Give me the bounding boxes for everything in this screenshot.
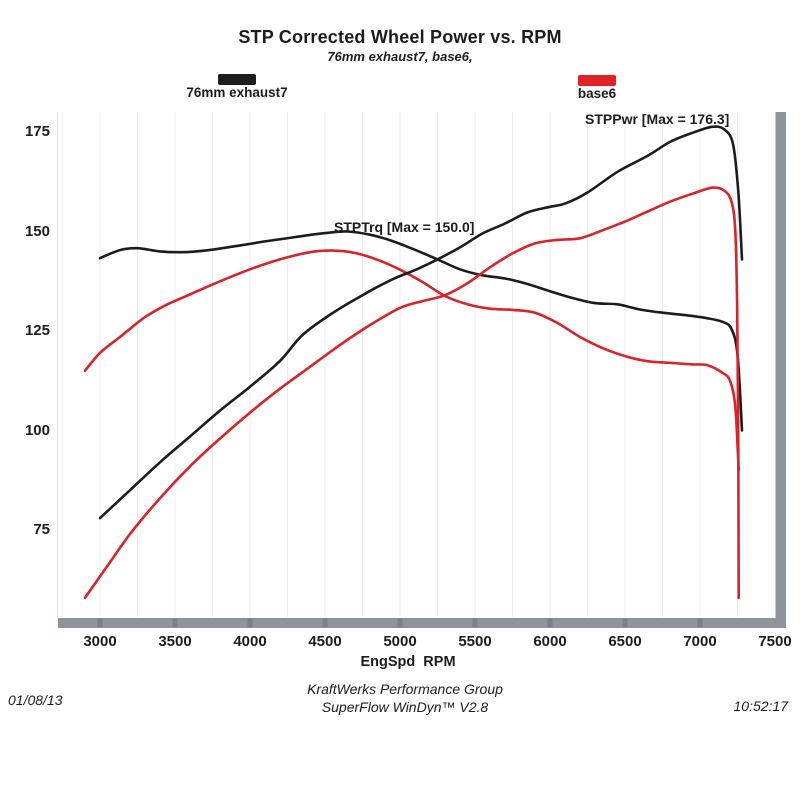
x-tick-label: 6500 — [608, 633, 642, 650]
y-axis-bar-right — [775, 112, 786, 628]
x-tick-label: 6000 — [533, 633, 567, 650]
legend-swatch-base6 — [578, 75, 616, 86]
x-tick-label: 5500 — [458, 633, 492, 650]
x-tick-label: 5000 — [383, 633, 417, 650]
legend-label-base6: base6 — [577, 86, 617, 101]
axis-tick — [547, 618, 553, 628]
axis-tick — [472, 618, 478, 628]
y-tick-label: 125 — [24, 322, 50, 339]
x-tick-label: 4500 — [308, 633, 342, 650]
x-tick-label: 4000 — [233, 633, 267, 650]
axis-tick — [622, 618, 628, 628]
annotation-stptrq-max: STPTrq [Max = 150.0] — [334, 219, 475, 235]
x-tick-label: 3000 — [83, 633, 117, 650]
y-tick-label: 175 — [24, 123, 50, 140]
x-tick-label: 7000 — [683, 633, 717, 650]
x-tick-label: 7500 — [758, 633, 792, 650]
grid-lines — [57, 112, 738, 617]
footer-company-line: KraftWerks Performance Group — [307, 681, 503, 697]
x-tick-label: 3500 — [158, 633, 192, 650]
stptrq-76mm-curve — [98, 230, 744, 432]
y-tick-label: 150 — [24, 222, 50, 240]
footer-software-line: SuperFlow WinDyn™ V2.8 — [321, 699, 489, 715]
axis-frame — [58, 112, 786, 628]
y-tick-label: 100 — [24, 421, 50, 439]
axis-tick — [697, 618, 703, 628]
axis-tick — [97, 618, 103, 628]
stptrq-base6-curve — [83, 249, 740, 472]
footer-time: 10:52:17 — [733, 698, 789, 714]
chart-subtitle: 76mm exhaust7, base6, — [327, 49, 473, 64]
annotation-stppwr-max: STPPwr [Max = 176.3] — [585, 111, 730, 127]
x-axis-title: EngSpd RPM — [360, 654, 456, 670]
legend-swatch-76mm-exhaust7 — [218, 74, 256, 85]
chart-title: STP Corrected Wheel Power vs. RPM — [238, 27, 562, 47]
axis-tick — [397, 618, 403, 628]
axis-tick — [247, 618, 253, 628]
axis-tick — [322, 618, 328, 628]
stppwr-76mm-curve — [98, 125, 744, 520]
x-axis-bar — [58, 618, 786, 628]
stppwr-base6-curve — [83, 186, 740, 599]
footer-date: 01/08/13 — [8, 692, 63, 708]
legend-label-76mm-exhaust7: 76mm exhaust7 — [186, 85, 288, 100]
dyno-curves — [83, 125, 744, 599]
y-tick-label: 75 — [33, 521, 50, 538]
axis-tick — [172, 618, 178, 628]
